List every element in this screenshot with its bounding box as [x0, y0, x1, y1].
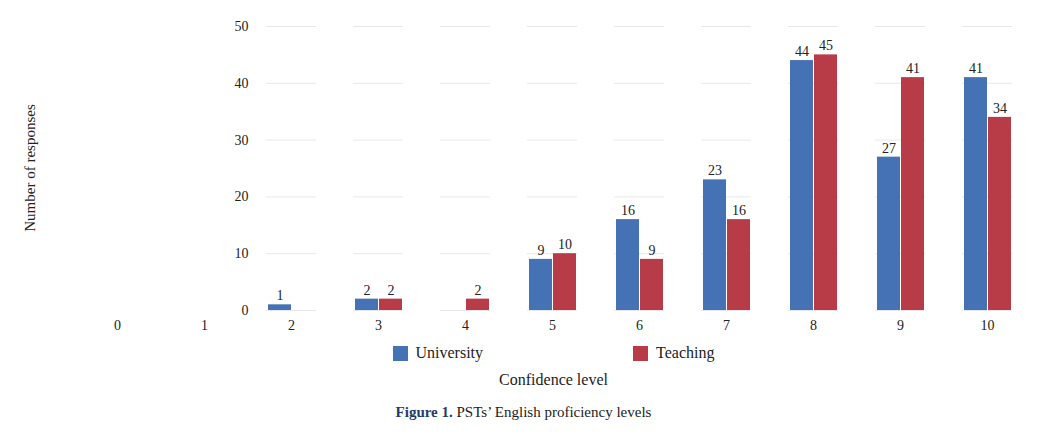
- svg-text:0: 0: [242, 303, 249, 318]
- svg-text:16: 16: [732, 203, 746, 218]
- svg-text:8: 8: [810, 318, 817, 333]
- svg-text:3: 3: [375, 318, 382, 333]
- html-text:University: University: [415, 344, 484, 361]
- svg-text:10: 10: [981, 318, 995, 333]
- html-text:Figure 1. PSTs’ English profic: Figure 1. PSTs’ English proficiency leve…: [395, 404, 652, 420]
- svg-text:50: 50: [235, 19, 249, 34]
- svg-text:10: 10: [558, 237, 572, 252]
- svg-text:20: 20: [235, 189, 249, 204]
- svg-text:45: 45: [819, 38, 833, 53]
- svg-text:7: 7: [723, 318, 730, 333]
- svg-text:9: 9: [538, 243, 545, 258]
- svg-text:1: 1: [201, 318, 208, 333]
- svg-text:9: 9: [897, 318, 904, 333]
- svg-text:2: 2: [364, 283, 371, 298]
- svg-text:44: 44: [795, 44, 809, 59]
- svg-text:5: 5: [549, 318, 556, 333]
- svg-text:30: 30: [235, 133, 249, 148]
- svg-text:23: 23: [708, 163, 722, 178]
- svg-text:2: 2: [475, 283, 482, 298]
- svg-text:10: 10: [235, 246, 249, 261]
- svg-text:1: 1: [277, 288, 284, 303]
- svg-text:16: 16: [621, 203, 635, 218]
- svg-text:41: 41: [906, 61, 920, 76]
- html-text:Teaching: Teaching: [656, 344, 715, 361]
- svg-text:0: 0: [114, 318, 121, 333]
- html-text:Number of responses: Number of responses: [21, 104, 38, 232]
- svg-text:4: 4: [462, 318, 469, 333]
- svg-text:41: 41: [969, 61, 983, 76]
- svg-text:2: 2: [388, 283, 395, 298]
- svg-text:9: 9: [649, 243, 656, 258]
- html-text:Confidence level: Confidence level: [499, 371, 608, 388]
- svg-text:40: 40: [235, 76, 249, 91]
- svg-text:2: 2: [288, 318, 295, 333]
- svg-text:27: 27: [882, 141, 896, 156]
- svg-text:6: 6: [636, 318, 643, 333]
- svg-text:34: 34: [993, 101, 1007, 116]
